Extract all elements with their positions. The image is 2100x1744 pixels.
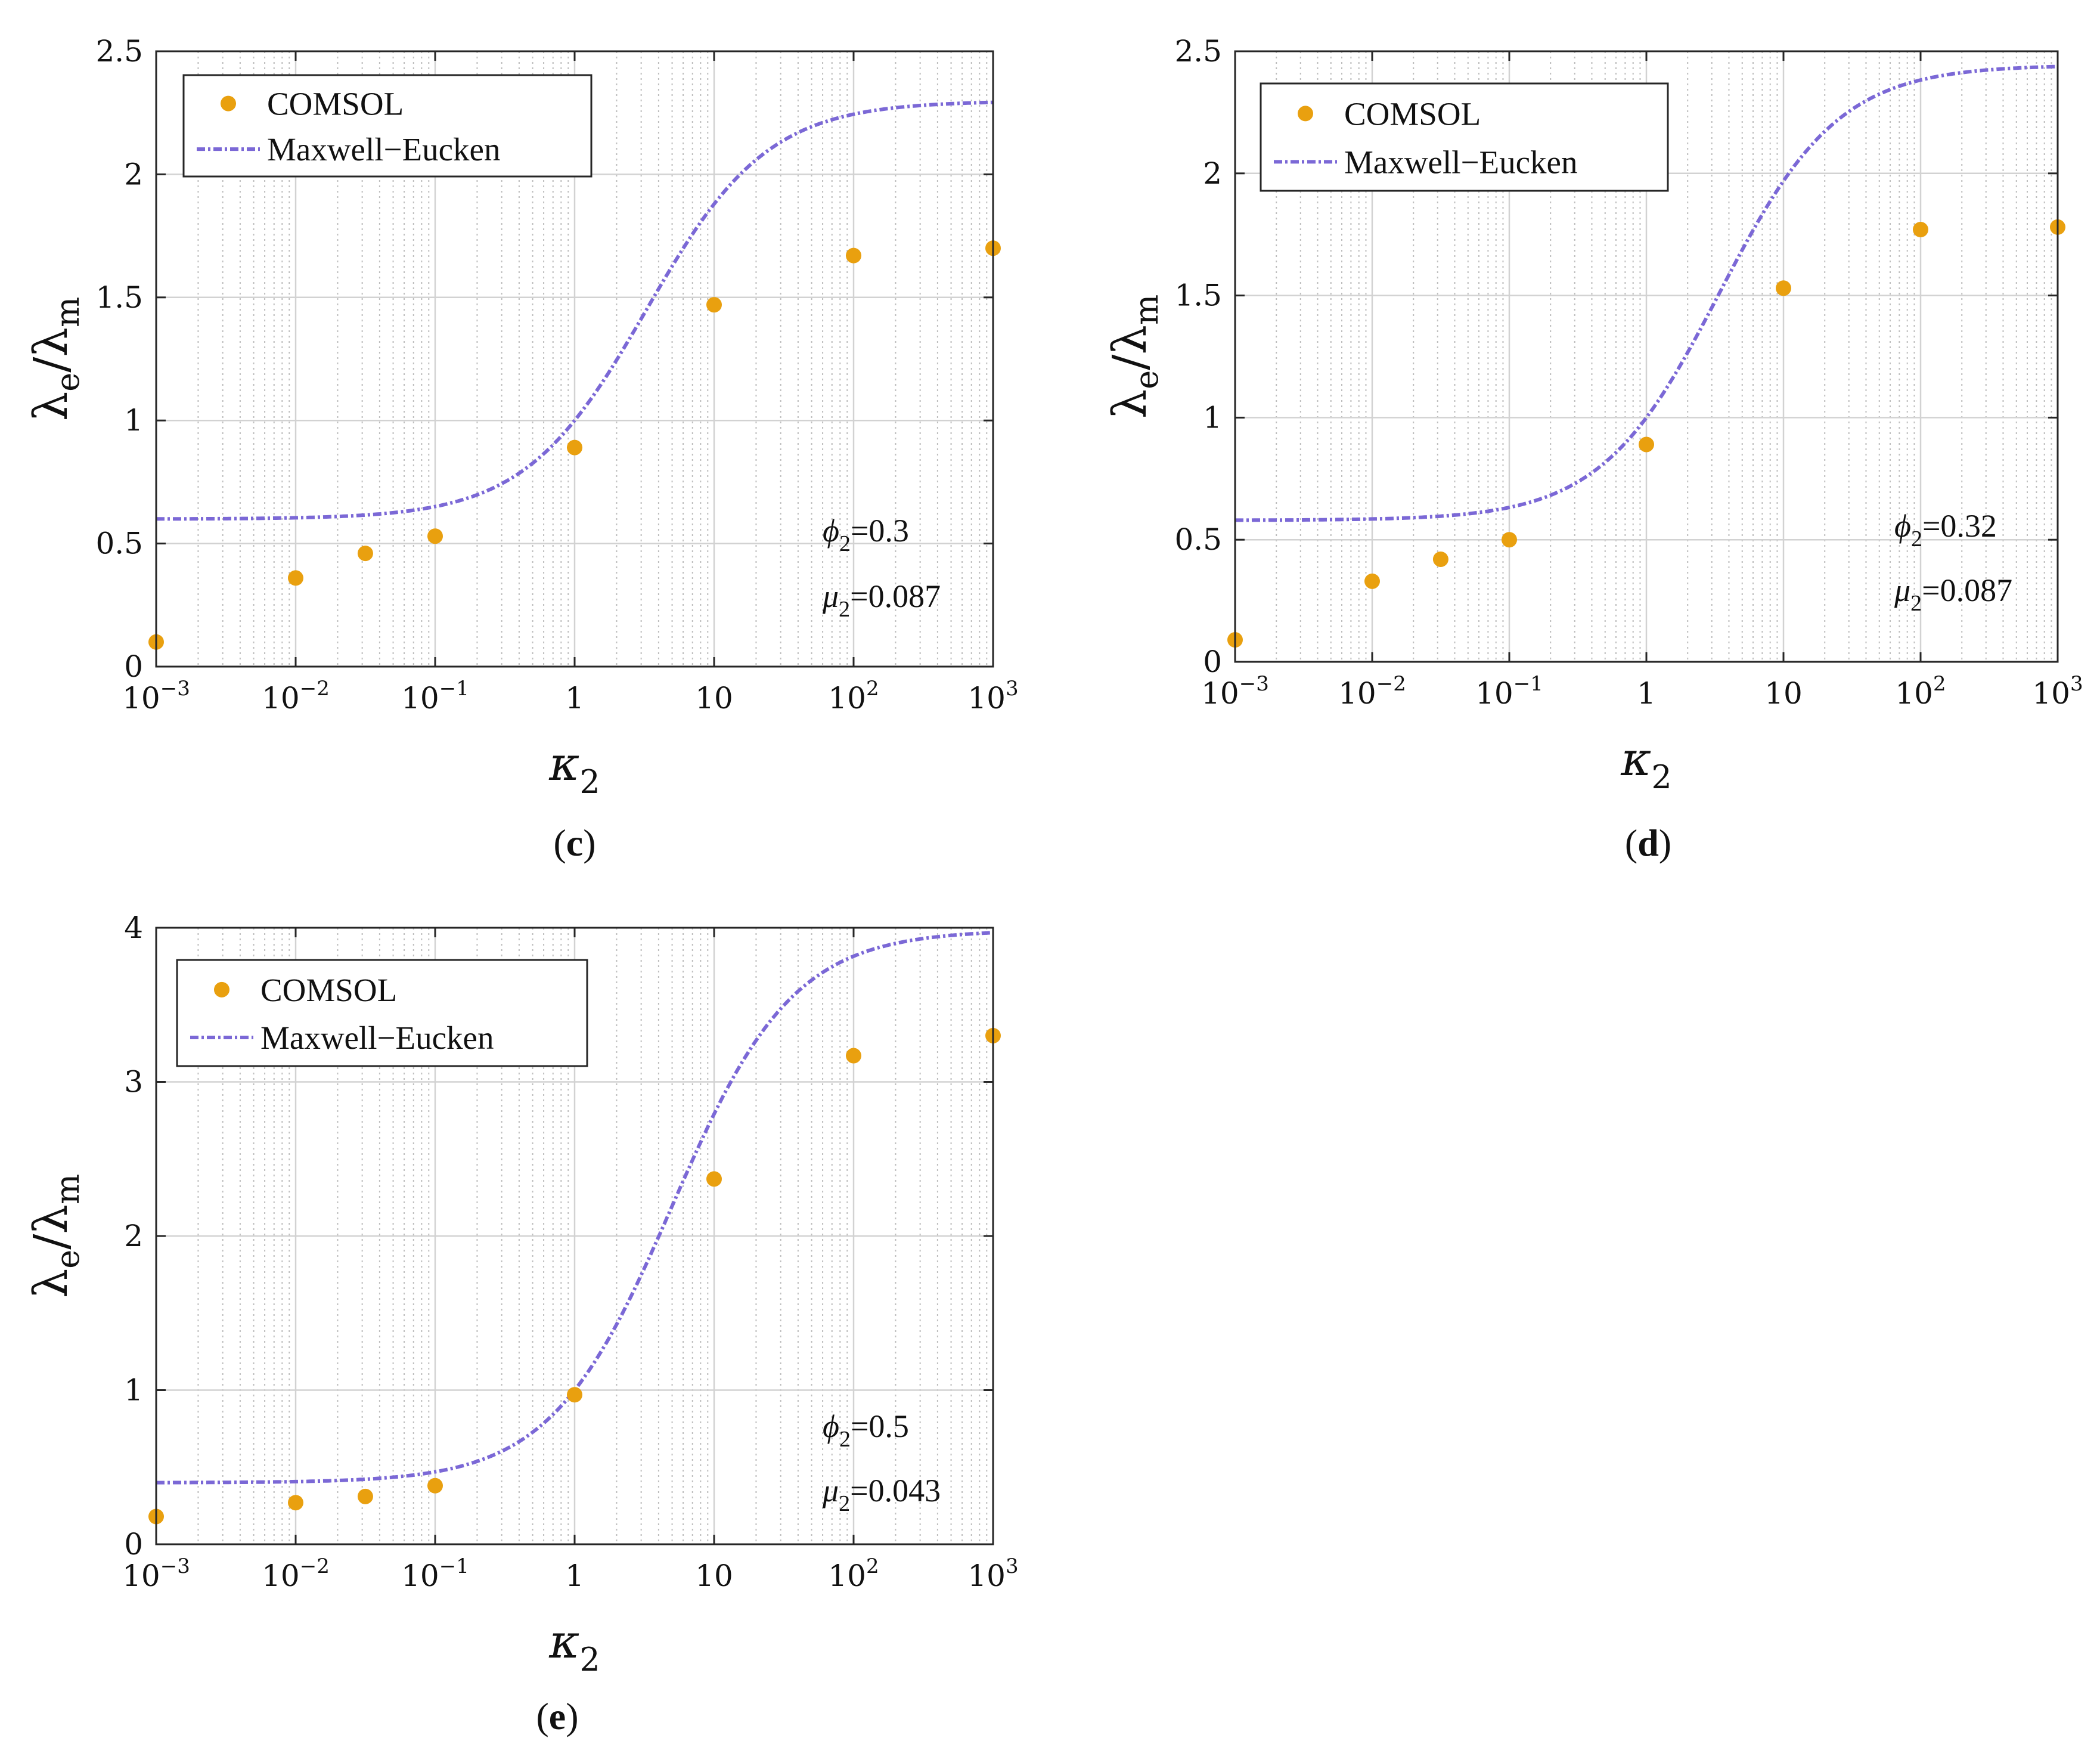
- x-tick-label: 10−1: [401, 1554, 469, 1593]
- panel-label: (c): [553, 822, 595, 864]
- y-tick-label: 2.5: [1174, 34, 1222, 69]
- x-tick-label: 1: [565, 1559, 584, 1593]
- x-tick-label: 102: [828, 677, 879, 715]
- y-tick-label: 2.5: [95, 34, 143, 69]
- x-tick-label: 10−3: [122, 677, 190, 715]
- annotation-phi: ϕ2=0.32: [1894, 508, 1997, 552]
- x-tick-label: 10−1: [1475, 672, 1543, 711]
- panel-c: 10−3 10−2 10−1 1 10 102 103 0 0.5 1 1.5 2 2.5 κ2 λe/λm…: [24, 34, 1019, 864]
- comsol-point: [846, 247, 861, 264]
- x-tick-label: 10: [695, 681, 733, 715]
- comsol-point: [1776, 280, 1791, 296]
- x-tick-label: 103: [967, 1554, 1018, 1593]
- x-tick-label: 10−3: [1201, 672, 1269, 711]
- legend-comsol-label: COMSOL: [267, 86, 404, 122]
- comsol-points: [148, 240, 1001, 650]
- y-tick-label: 0.5: [1174, 522, 1222, 557]
- legend-box: [176, 959, 588, 1067]
- x-tick-label: 10: [695, 1559, 733, 1593]
- y-tick-label: 3: [124, 1065, 143, 1099]
- comsol-point: [1432, 551, 1448, 567]
- panel-label: (e): [536, 1695, 578, 1737]
- annotation-mu: μ2=0.043: [822, 1473, 941, 1516]
- x-tick-label: 1: [565, 681, 584, 715]
- y-tick-label: 1: [124, 403, 143, 438]
- comsol-point: [846, 1048, 861, 1064]
- y-tick-label: 2: [1203, 156, 1222, 191]
- comsol-point: [288, 1495, 303, 1511]
- maxwell-eucken-curve: [1235, 64, 2058, 522]
- x-tick-label: 1: [1637, 676, 1656, 711]
- y-axis-label: λe/λm: [1103, 295, 1165, 419]
- x-tick-label: 10−2: [1338, 672, 1406, 711]
- legend-maxwell-label: Maxwell−Eucken: [1344, 144, 1577, 180]
- y-tick-label: 0.5: [95, 526, 143, 561]
- comsol-point: [1639, 436, 1654, 453]
- comsol-point: [357, 1488, 373, 1504]
- panel-d: 10−3 10−2 10−1 1 10 102 103 0 0.5 1 1.5 2 2.5 κ2 λe/λm…: [1103, 34, 2083, 864]
- y-tick-label: 0: [124, 1527, 143, 1562]
- comsol-point: [1364, 573, 1380, 589]
- comsol-point: [706, 1171, 722, 1187]
- annotation-phi: ϕ2=0.5: [823, 1408, 909, 1452]
- comsol-points: [148, 1027, 1001, 1525]
- y-tick-label: 1: [124, 1373, 143, 1408]
- legend-comsol-label: COMSOL: [260, 972, 397, 1008]
- legend-box: [1260, 82, 1669, 192]
- legend-comsol-marker: [214, 981, 229, 998]
- y-tick-label: 0: [1203, 645, 1222, 679]
- legend-comsol-label: COMSOL: [1344, 95, 1481, 132]
- annotation-mu: μ2=0.087: [822, 578, 941, 622]
- x-axis-label: κ2: [1620, 733, 1672, 796]
- panel-e: 10−3 10−2 10−1 1 10 102 103 0 1 2 3 4 κ2 λe/λm COMSOL M…: [24, 910, 1019, 1737]
- x-tick-label: 10−1: [401, 677, 469, 715]
- maxwell-eucken-curve: [156, 100, 993, 521]
- y-tick-label: 1: [1203, 400, 1222, 435]
- comsol-point: [567, 1387, 582, 1403]
- y-axis-label: λe/λm: [24, 297, 86, 421]
- x-tick-label: 10−2: [262, 1554, 330, 1593]
- y-tick-label: 0: [124, 649, 143, 684]
- legend-maxwell-label: Maxwell−Eucken: [267, 131, 500, 168]
- x-tick-label: 103: [967, 677, 1018, 715]
- legend: COMSOL Maxwell−Eucken: [182, 74, 593, 178]
- comsol-point: [1913, 222, 1928, 238]
- x-tick-label: 10: [1764, 676, 1803, 711]
- y-tick-label: 1.5: [1174, 278, 1222, 313]
- x-axis-label: κ2: [548, 738, 600, 801]
- comsol-point: [567, 439, 582, 456]
- x-axis-label: κ2: [548, 1615, 600, 1678]
- legend-maxwell-label: Maxwell−Eucken: [260, 1020, 494, 1056]
- x-tick-label: 102: [1895, 672, 1946, 711]
- y-axis-label: λe/λm: [24, 1174, 86, 1298]
- x-tick-label: 103: [2032, 672, 2083, 711]
- legend: COMSOL Maxwell−Eucken: [1260, 82, 1669, 192]
- y-tick-label: 4: [124, 910, 143, 945]
- x-tick-label: 102: [828, 1554, 879, 1593]
- comsol-point: [1502, 532, 1517, 548]
- legend-comsol-marker: [1298, 106, 1313, 122]
- y-tick-label: 1.5: [95, 280, 143, 315]
- x-tick-label: 10−2: [262, 677, 330, 715]
- x-tick-label: 10−3: [122, 1554, 190, 1593]
- comsol-point: [427, 1477, 443, 1494]
- comsol-point: [288, 570, 303, 586]
- y-tick-label: 2: [124, 1219, 143, 1253]
- legend-box: [182, 74, 593, 178]
- legend-comsol-marker: [221, 95, 236, 111]
- comsol-point: [706, 297, 722, 313]
- comsol-point: [357, 546, 373, 562]
- annotation-mu: μ2=0.087: [1894, 572, 2012, 616]
- annotation-phi: ϕ2=0.3: [823, 513, 909, 556]
- legend: COMSOL Maxwell−Eucken: [176, 959, 588, 1067]
- panel-label: (d): [1625, 822, 1671, 864]
- comsol-point: [427, 528, 443, 544]
- y-tick-label: 2: [124, 157, 143, 191]
